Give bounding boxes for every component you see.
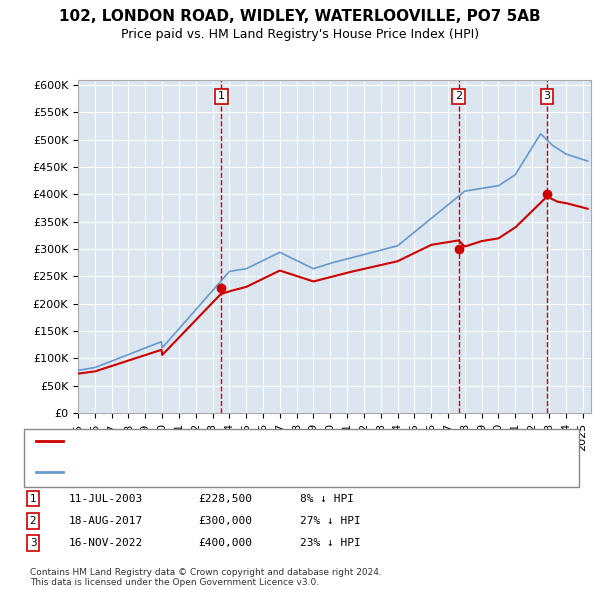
Text: 16-NOV-2022: 16-NOV-2022 — [69, 539, 143, 548]
Text: 1: 1 — [29, 494, 37, 503]
Text: 1: 1 — [218, 91, 225, 101]
Text: Price paid vs. HM Land Registry's House Price Index (HPI): Price paid vs. HM Land Registry's House … — [121, 28, 479, 41]
Text: 2: 2 — [455, 91, 462, 101]
Text: 102, LONDON ROAD, WIDLEY, WATERLOOVILLE, PO7 5AB: 102, LONDON ROAD, WIDLEY, WATERLOOVILLE,… — [59, 9, 541, 24]
Text: 23% ↓ HPI: 23% ↓ HPI — [300, 539, 361, 548]
Text: 11-JUL-2003: 11-JUL-2003 — [69, 494, 143, 503]
Text: 2: 2 — [29, 516, 37, 526]
Text: Contains HM Land Registry data © Crown copyright and database right 2024.
This d: Contains HM Land Registry data © Crown c… — [30, 568, 382, 587]
Text: 27% ↓ HPI: 27% ↓ HPI — [300, 516, 361, 526]
Text: £228,500: £228,500 — [198, 494, 252, 503]
Text: 8% ↓ HPI: 8% ↓ HPI — [300, 494, 354, 503]
Text: 18-AUG-2017: 18-AUG-2017 — [69, 516, 143, 526]
Text: £400,000: £400,000 — [198, 539, 252, 548]
Text: 3: 3 — [29, 539, 37, 548]
Text: £300,000: £300,000 — [198, 516, 252, 526]
Text: 3: 3 — [544, 91, 550, 101]
Text: HPI: Average price, detached house, Havant: HPI: Average price, detached house, Hava… — [69, 467, 299, 477]
Text: 102, LONDON ROAD, WIDLEY, WATERLOOVILLE, PO7 5AB (detached house): 102, LONDON ROAD, WIDLEY, WATERLOOVILLE,… — [69, 437, 460, 446]
